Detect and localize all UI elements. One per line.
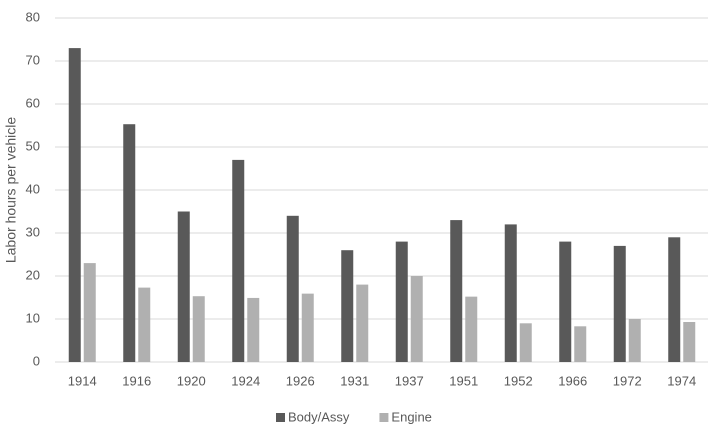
bar xyxy=(395,241,408,362)
x-tick-label: 1952 xyxy=(504,373,533,388)
legend-swatch xyxy=(379,413,389,422)
bar xyxy=(683,322,696,362)
bar xyxy=(83,263,96,362)
x-tick-label: 1931 xyxy=(340,373,369,388)
bar xyxy=(504,224,517,362)
y-tick-label: 30 xyxy=(26,224,40,239)
bar xyxy=(68,48,81,362)
x-tick-label: 1920 xyxy=(177,373,206,388)
y-tick-label: 70 xyxy=(26,52,40,67)
bar xyxy=(613,245,626,362)
x-tick-label: 1916 xyxy=(122,373,151,388)
bar xyxy=(301,293,314,362)
bar xyxy=(286,215,299,362)
x-tick-label: 1966 xyxy=(558,373,587,388)
bar xyxy=(177,211,190,362)
y-tick-label: 80 xyxy=(26,9,40,24)
x-tick-label: 1974 xyxy=(667,373,696,388)
x-tick-label: 1914 xyxy=(68,373,97,388)
x-tick-label: 1937 xyxy=(395,373,424,388)
y-tick-label: 20 xyxy=(26,267,40,282)
y-tick-label: 40 xyxy=(26,181,40,196)
bar xyxy=(668,237,681,362)
x-tick-label: 1926 xyxy=(286,373,315,388)
bar xyxy=(123,124,136,363)
bar xyxy=(232,159,245,362)
bar xyxy=(410,276,423,362)
bar xyxy=(192,296,205,362)
x-tick-label: 1924 xyxy=(231,373,260,388)
x-tick-label: 1972 xyxy=(613,373,642,388)
bar xyxy=(574,326,587,362)
y-tick-label: 10 xyxy=(26,310,40,325)
bar xyxy=(341,250,354,362)
y-tick-label: 0 xyxy=(33,353,40,368)
legend-label: Body/Assy xyxy=(288,409,350,424)
bar xyxy=(465,296,478,362)
bar xyxy=(519,323,532,362)
bar xyxy=(450,220,463,362)
legend-swatch xyxy=(276,413,285,422)
bar xyxy=(559,241,572,362)
y-tick-label: 60 xyxy=(26,95,40,110)
bar xyxy=(247,297,260,362)
bar xyxy=(356,284,369,362)
bar xyxy=(628,319,641,362)
bar xyxy=(138,287,151,362)
x-tick-label: 1951 xyxy=(449,373,478,388)
legend-label: Engine xyxy=(391,409,431,424)
y-axis-label: Labor hours per vehicle xyxy=(3,117,19,264)
y-tick-label: 50 xyxy=(26,138,40,153)
